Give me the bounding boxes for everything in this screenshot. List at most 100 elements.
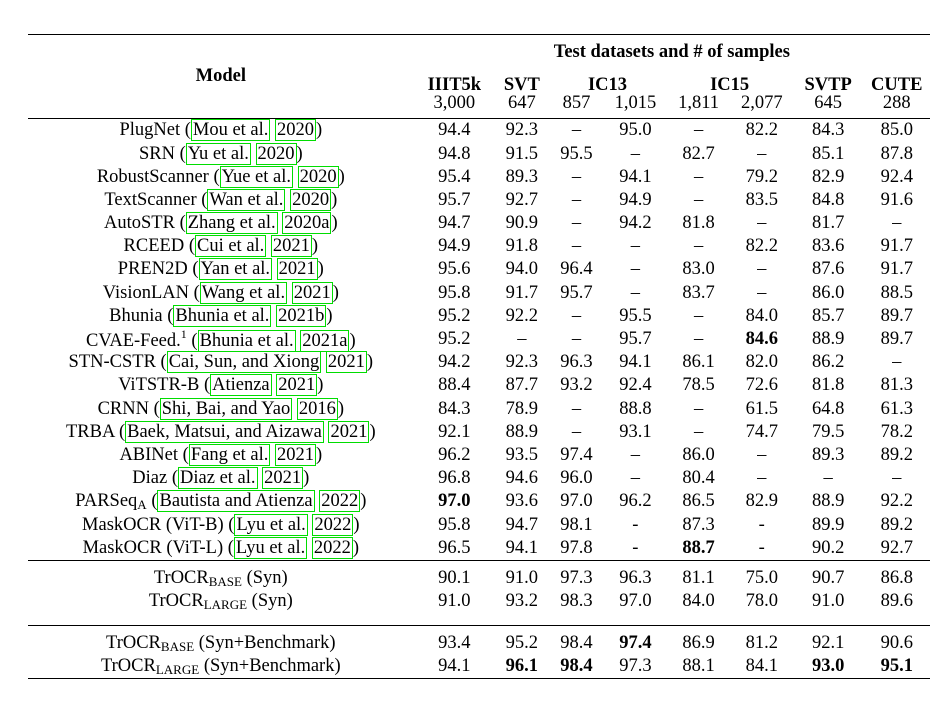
score-cell: 88.7 xyxy=(666,536,730,560)
score-cell: – xyxy=(666,235,730,258)
score-cell: – xyxy=(604,281,666,304)
score-value: – xyxy=(757,444,767,465)
score-value: 87.6 xyxy=(811,259,845,280)
score-value: 96.3 xyxy=(619,567,652,588)
score-value: 92.7 xyxy=(880,537,913,558)
sample-count: 1,015 xyxy=(614,93,657,113)
score-value: 96.8 xyxy=(438,468,471,489)
sample-count: 3,000 xyxy=(433,93,476,113)
model-cell: TrOCRBASE (Syn) xyxy=(28,567,414,590)
score-value: 92.1 xyxy=(438,421,471,442)
score-value: 95.6 xyxy=(438,259,471,280)
model-cell: STN-CSTR (Cai, Sun, and Xiong 2021) xyxy=(68,351,374,374)
model-cell: RobustScanner (Yue et al. 2020) xyxy=(96,165,345,188)
score-value: 83.6 xyxy=(811,236,845,257)
score-cell: 91.7 xyxy=(864,258,930,281)
section-separator xyxy=(28,559,930,567)
score-value: 83.7 xyxy=(682,282,715,303)
score-cell: – xyxy=(864,212,930,235)
model-name: TrOCR xyxy=(106,633,161,654)
model-name: PlugNet xyxy=(119,120,181,141)
score-cell: – xyxy=(548,118,605,143)
score-cell: 88.9 xyxy=(793,328,864,351)
score-cell: 94.9 xyxy=(604,189,666,212)
model-cell: RCEED (Cui et al. 2021) xyxy=(123,235,319,258)
score-value: – xyxy=(892,352,902,373)
score-cell: 94.1 xyxy=(495,536,549,560)
score-cell: 95.5 xyxy=(549,142,605,165)
score-cell: 83.5 xyxy=(731,189,793,212)
score-value: – xyxy=(630,259,640,280)
model-cell: ABINet (Fang et al. 2021) xyxy=(119,443,323,466)
trocr-syn-rows: TrOCRBASE (Syn) 90.1 91.0 97.3 96.3 81.1 75.0 9… xyxy=(28,559,930,613)
sample-count: 857 xyxy=(562,93,591,113)
score-value: 88.8 xyxy=(619,398,652,419)
score-cell: 95.4 xyxy=(414,165,495,188)
header-row-samples: 3,000 647 857 1,015 1,811 2,077 645 288 xyxy=(28,94,930,119)
model-cell: AutoSTR (Zhang et al. 2020a) xyxy=(104,212,338,235)
score-cell: 91.7 xyxy=(495,281,549,304)
score-cell: 83.0 xyxy=(666,258,730,281)
score-cell: – xyxy=(666,420,730,443)
score-value: 94.1 xyxy=(619,166,652,187)
citation-authors: Atienza xyxy=(210,374,272,397)
score-cell: – xyxy=(731,281,793,304)
model-subscript: LARGE xyxy=(203,596,248,612)
score-cell: 89.6 xyxy=(864,590,930,613)
score-value: 92.2 xyxy=(880,491,913,512)
score-cell: 88.1 xyxy=(666,655,731,680)
score-value: 83.0 xyxy=(682,259,715,280)
table-row: VisionLAN (Wang et al. 2021) 95.8 91.7 95.7… xyxy=(28,281,930,304)
score-value: 84.1 xyxy=(745,656,778,677)
score-cell: 84.3 xyxy=(792,118,864,143)
score-value: – xyxy=(630,143,640,164)
score-cell: 94.2 xyxy=(414,351,495,374)
score-cell: – xyxy=(666,397,730,420)
model-name: Diaz xyxy=(132,468,168,489)
section-separator xyxy=(28,613,930,626)
score-cell: 94.2 xyxy=(604,212,666,235)
citation-year: 2021 xyxy=(276,374,318,397)
model-name: CVAE-Feed. xyxy=(86,331,181,352)
score-cell: 89.3 xyxy=(793,444,864,467)
dataset-header: IC13 xyxy=(587,74,628,95)
citation-authors: Yu et al. xyxy=(185,142,251,165)
citation-authors: Fang et al. xyxy=(188,443,271,466)
score-value: 95.2 xyxy=(505,633,539,654)
score-cell: 95.6 xyxy=(414,258,495,281)
model-name: RobustScanner xyxy=(96,166,209,187)
score-cell: 93.2 xyxy=(495,590,549,613)
model-name: RCEED xyxy=(123,236,185,257)
score-cell: - xyxy=(604,513,666,536)
table-row: TrOCRLARGE (Syn+Benchmark) 94.1 96.1 98.4 97… xyxy=(28,655,930,680)
table-row: PlugNet (Mou et al. 2020) 94.4 92.3 – 95.0 – 8… xyxy=(28,118,930,143)
score-cell: 96.3 xyxy=(549,351,605,374)
score-cell: - xyxy=(731,513,793,536)
score-cell: 91.0 xyxy=(793,590,864,613)
score-cell: 75.0 xyxy=(731,567,793,590)
score-cell: 86.0 xyxy=(666,444,730,467)
table-row: TrOCRBASE (Syn) 90.1 91.0 97.3 96.3 81.1 75.0 9… xyxy=(28,567,930,590)
score-value: - xyxy=(758,514,765,535)
table-row: RCEED (Cui et al. 2021) 94.9 91.8 – – – 82.2 83… xyxy=(28,235,930,258)
score-value: 91.7 xyxy=(880,259,913,280)
score-value: 86.2 xyxy=(811,352,845,373)
score-cell: – xyxy=(549,397,605,420)
score-value: 91.0 xyxy=(438,591,471,612)
score-cell: 84.0 xyxy=(666,590,730,613)
citation-year: 2022 xyxy=(312,513,354,536)
score-value: 87.8 xyxy=(880,143,913,164)
score-value: – xyxy=(630,236,640,257)
score-value: 98.4 xyxy=(560,656,593,677)
score-value: – xyxy=(571,398,582,419)
model-name: ABINet xyxy=(119,444,179,465)
table-row: TRBA (Baek, Matsui, and Aizawa 2021) 92.1… xyxy=(28,420,930,443)
citation-year: 2020 xyxy=(290,188,332,211)
model-name: TrOCR xyxy=(100,656,156,677)
baseline-rows: PlugNet (Mou et al. 2020) 94.4 92.3–95.0–8… xyxy=(28,118,930,561)
score-value: 89.9 xyxy=(811,514,845,535)
score-value: 95.7 xyxy=(438,189,471,210)
score-cell: 84.0 xyxy=(731,305,793,328)
score-cell: 95.7 xyxy=(604,328,666,351)
score-value: – xyxy=(757,143,767,164)
